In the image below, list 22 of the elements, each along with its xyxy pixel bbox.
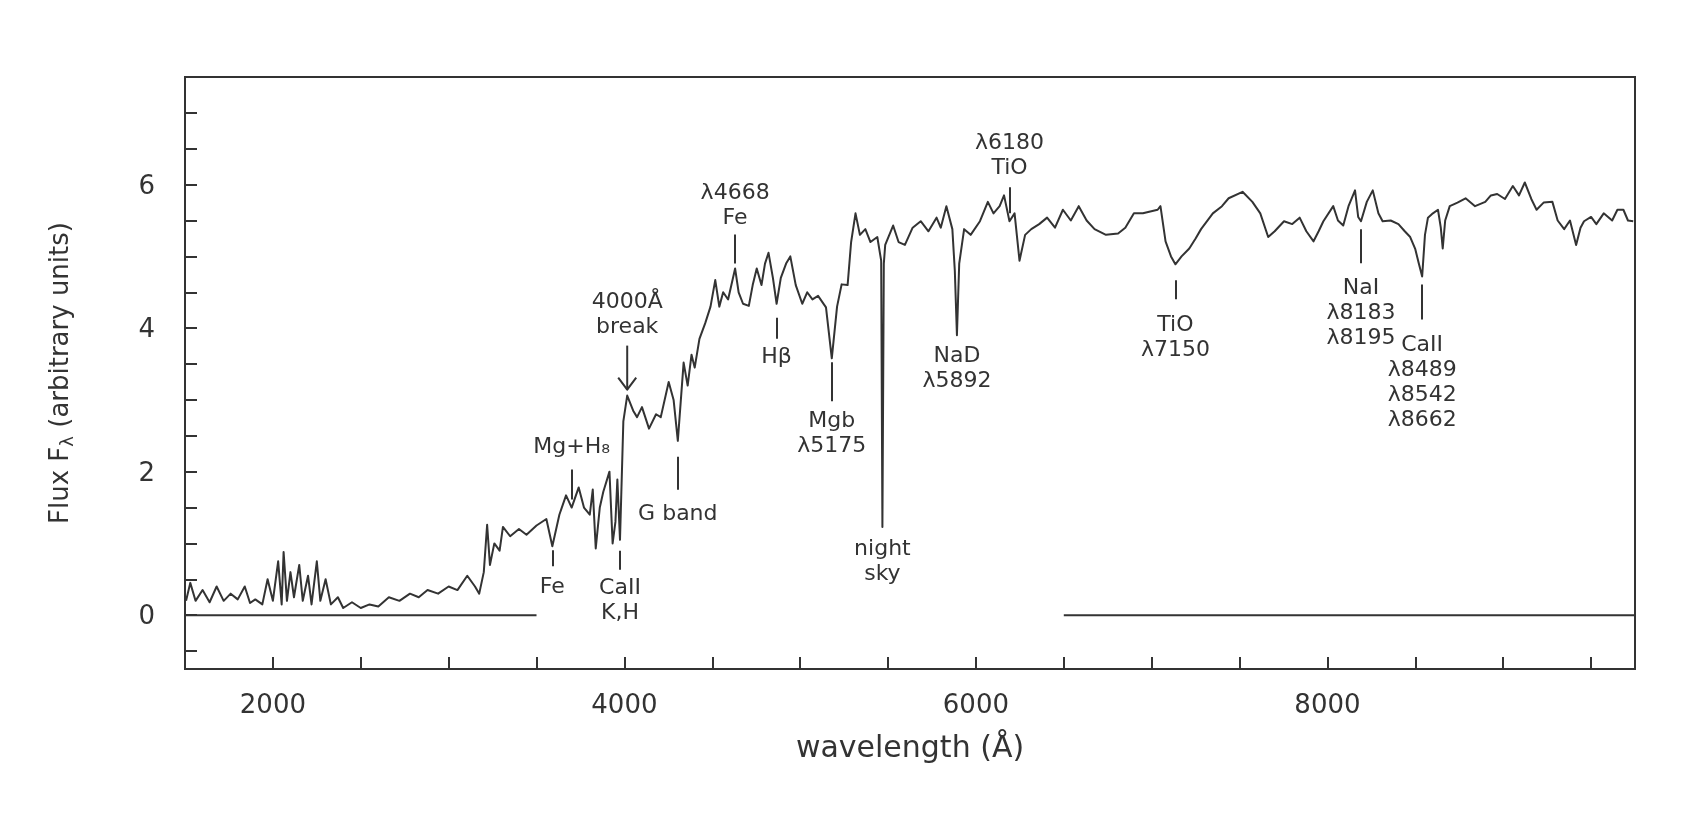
annotation: λ4668 Fe	[700, 178, 770, 229]
x-axis-title: wavelength (Å)	[795, 728, 1025, 764]
y-tick-label: 2	[138, 456, 155, 487]
annotation: Mg+H₈	[533, 432, 611, 458]
annotation: λ6180 TiO	[974, 129, 1044, 180]
y-tick-label: 0	[138, 600, 155, 631]
annotation: 4000Å break	[591, 286, 663, 338]
annotation: Fe	[539, 573, 565, 599]
annotation: Mgb λ5175	[797, 407, 867, 458]
y-tick-label: 4	[138, 313, 155, 344]
x-tick-label: 4000	[591, 689, 658, 719]
annotation: CaII K,H	[599, 573, 641, 624]
annotation: NaD λ5892	[922, 342, 992, 393]
y-axis-title: Flux Fλ (arbitrary units)	[44, 222, 77, 524]
x-tick-label: 6000	[942, 689, 1009, 719]
x-tick-label: 8000	[1294, 689, 1361, 719]
annotation: Hβ	[761, 342, 792, 368]
annotation: G band	[638, 499, 718, 525]
annotation: night sky	[854, 534, 912, 585]
y-tick-label: 6	[138, 169, 155, 200]
annotation: TiO λ7150	[1140, 311, 1210, 362]
x-tick-label: 2000	[239, 689, 306, 719]
